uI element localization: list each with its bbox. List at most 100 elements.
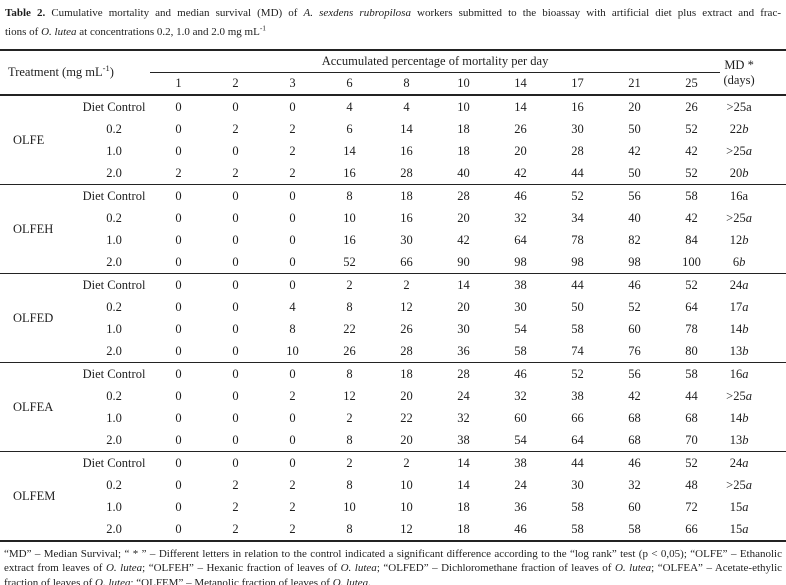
mortality-value: 46 [514,521,527,536]
md-significance-letter: a [742,366,749,381]
treatment-label: 1.0 [106,143,122,158]
md-value: 13b [720,340,786,363]
md-number: 13 [729,343,743,358]
treatment-label: 1.0 [106,410,122,425]
mortality-value: 26 [343,343,356,358]
mortality-value: 44 [571,455,584,470]
table-row: 2.0 0 2 2 8 12 18 46 58 58 66 15a [0,518,786,541]
mortality-value: 2 [232,477,239,492]
table-row: 0.2 0 0 0 10 16 20 32 34 40 42 >25a [0,207,786,229]
mortality-value: 2 [346,455,353,470]
md-value: 15a [720,496,786,518]
mortality-value: 10 [400,499,413,514]
mortality-value: 22 [343,321,356,336]
mortality-value: 36 [457,343,470,358]
md-value: >25a [720,385,786,407]
mortality-value: 16 [343,165,356,180]
mortality-value: 0 [175,388,182,403]
mortality-value: 10 [457,99,470,114]
treatment-label: Diet Control [82,366,146,381]
mortality-value: 28 [457,188,470,203]
mortality-value: 0 [232,432,239,447]
md-value: 17a [720,296,786,318]
md-number: 24 [729,455,743,470]
mortality-value: 0 [175,343,182,358]
day-header: 8 [403,76,410,90]
mortality-value: 2 [289,521,296,536]
mortality-value: 18 [400,188,413,203]
md-significance-letter: a [745,388,752,403]
mortality-value: 4 [346,99,353,114]
mortality-value: 24 [457,388,470,403]
mortality-value: 24 [514,477,527,492]
mortality-value: 14 [343,143,356,158]
mortality-value: 2 [232,499,239,514]
mortality-value: 54 [514,321,527,336]
mortality-value: 12 [400,521,413,536]
mortality-value: 46 [514,188,527,203]
mortality-value: 0 [232,143,239,158]
mortality-value: 4 [403,99,410,114]
md-number: 20 [729,165,743,180]
mortality-value: 58 [685,188,698,203]
mortality-value: 54 [514,432,527,447]
mortality-value: 2 [175,165,182,180]
mortality-value: 2 [289,121,296,136]
mortality-value: 0 [175,99,182,114]
md-header-line-1: MD * [724,57,754,72]
treatment-label: 2.0 [106,343,122,358]
mortality-value: 82 [628,232,641,247]
md-number: >25 [726,477,746,492]
mortality-value: 20 [457,210,470,225]
mortality-value: 2 [403,277,410,292]
mortality-value: 28 [571,143,584,158]
mortality-value: 50 [628,165,641,180]
md-significance-letter: b [742,165,749,180]
md-value: 16a [720,363,786,386]
text-segment: ; “OLFEA” – Acetate-ethylic fraction of … [4,562,783,585]
mortality-value: 0 [232,232,239,247]
mortality-value: 40 [628,210,641,225]
treatment-label: 0.2 [106,477,122,492]
table-header: Treatment (mg mL-1) Accumulated percenta… [0,50,786,95]
mortality-value: 0 [232,366,239,381]
mortality-value: 68 [628,432,641,447]
treatment-group-olfeh: OLFEH Diet Control 0 0 0 8 18 28 46 52 56 58 16a 0.2 0… [0,184,786,274]
group-label: OLFEM [13,488,56,503]
mortality-value: 4 [289,299,296,314]
mortality-value: 78 [571,232,584,247]
mortality-value: 26 [514,121,527,136]
md-significance-letter: a [742,455,749,470]
mortality-value: 0 [175,432,182,447]
mortality-value: 18 [400,366,413,381]
md-value: 14b [720,318,786,340]
md-number: 15 [729,521,743,536]
md-significance-letter: b [742,410,749,425]
table-footnote: “MD” – Median Survival; “ * ” – Differen… [0,547,786,585]
mortality-value: 16 [400,143,413,158]
mortality-value: 10 [343,210,356,225]
mortality-value: 42 [457,232,470,247]
mortality-value: 0 [232,254,239,269]
mortality-value: 0 [289,455,296,470]
mortality-value: 0 [289,99,296,114]
mortality-value: 14 [400,121,413,136]
md-significance-letter: b [742,343,749,358]
table-row: 1.0 0 0 0 16 30 42 64 78 82 84 12b [0,229,786,251]
group-label: OLFED [13,310,54,325]
treatment-column-header: Treatment (mg mL-1) [0,50,150,95]
mortality-value: 10 [400,477,413,492]
mortality-value: 28 [400,343,413,358]
mortality-value: 52 [343,254,356,269]
mortality-value: 46 [628,277,641,292]
mortality-value: 2 [289,165,296,180]
mortality-value: 26 [685,99,698,114]
text-segment: A. sexdens rubropilosa [303,7,411,19]
mortality-value: 64 [685,299,698,314]
mortality-value: 84 [685,232,698,247]
mortality-value: 8 [346,188,353,203]
md-significance-letter: a [742,277,749,292]
md-number: 15 [729,499,743,514]
header-row-1: Treatment (mg mL-1) Accumulated percenta… [0,50,786,87]
treatment-label: Diet Control [82,188,146,203]
